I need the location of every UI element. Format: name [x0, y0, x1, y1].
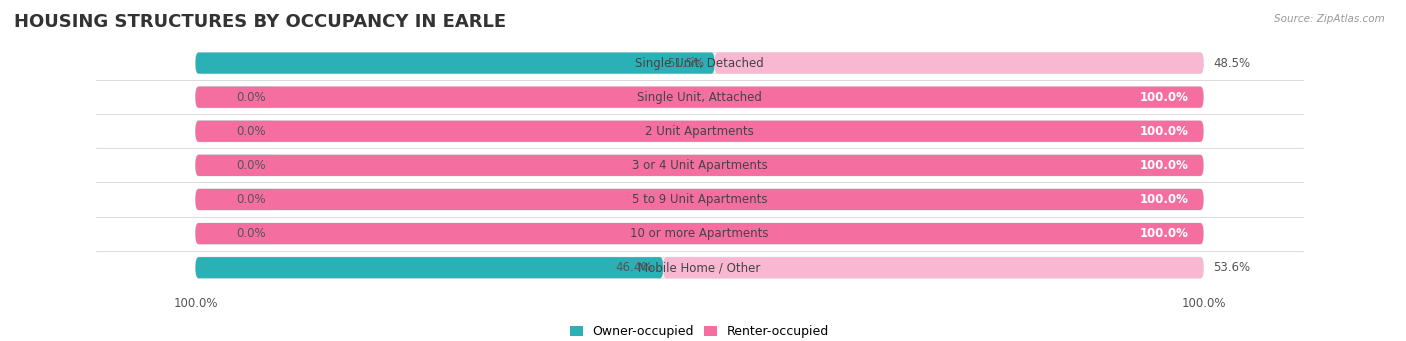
- Text: 46.4%: 46.4%: [616, 261, 654, 274]
- FancyBboxPatch shape: [195, 155, 1204, 176]
- FancyBboxPatch shape: [664, 257, 1204, 278]
- FancyBboxPatch shape: [195, 189, 276, 210]
- Text: 53.6%: 53.6%: [1213, 261, 1251, 274]
- FancyBboxPatch shape: [195, 53, 1204, 74]
- Text: 0.0%: 0.0%: [236, 125, 266, 138]
- Legend: Owner-occupied, Renter-occupied: Owner-occupied, Renter-occupied: [569, 325, 830, 338]
- FancyBboxPatch shape: [195, 257, 1204, 278]
- Text: 48.5%: 48.5%: [1213, 57, 1251, 70]
- Text: 51.5%: 51.5%: [668, 57, 704, 70]
- Text: 3 or 4 Unit Apartments: 3 or 4 Unit Apartments: [631, 159, 768, 172]
- FancyBboxPatch shape: [195, 189, 1204, 210]
- FancyBboxPatch shape: [195, 257, 664, 278]
- Text: 100.0%: 100.0%: [1139, 125, 1188, 138]
- FancyBboxPatch shape: [195, 121, 1204, 142]
- Text: 100.0%: 100.0%: [1139, 193, 1188, 206]
- FancyBboxPatch shape: [195, 223, 276, 244]
- FancyBboxPatch shape: [195, 53, 714, 74]
- FancyBboxPatch shape: [195, 223, 1204, 244]
- Text: 0.0%: 0.0%: [236, 227, 266, 240]
- FancyBboxPatch shape: [714, 53, 1204, 74]
- Text: 2 Unit Apartments: 2 Unit Apartments: [645, 125, 754, 138]
- FancyBboxPatch shape: [195, 155, 1204, 176]
- Text: Single Unit, Attached: Single Unit, Attached: [637, 91, 762, 104]
- FancyBboxPatch shape: [195, 121, 1204, 142]
- FancyBboxPatch shape: [195, 223, 1204, 244]
- Text: 100.0%: 100.0%: [1139, 227, 1188, 240]
- Text: HOUSING STRUCTURES BY OCCUPANCY IN EARLE: HOUSING STRUCTURES BY OCCUPANCY IN EARLE: [14, 13, 506, 31]
- FancyBboxPatch shape: [195, 189, 1204, 210]
- Text: 10 or more Apartments: 10 or more Apartments: [630, 227, 769, 240]
- Text: Single Unit, Detached: Single Unit, Detached: [636, 57, 763, 70]
- FancyBboxPatch shape: [195, 87, 1204, 108]
- Text: 0.0%: 0.0%: [236, 91, 266, 104]
- FancyBboxPatch shape: [195, 155, 276, 176]
- Text: 5 to 9 Unit Apartments: 5 to 9 Unit Apartments: [631, 193, 768, 206]
- FancyBboxPatch shape: [195, 87, 276, 108]
- Text: 100.0%: 100.0%: [1139, 91, 1188, 104]
- FancyBboxPatch shape: [195, 121, 276, 142]
- Text: Mobile Home / Other: Mobile Home / Other: [638, 261, 761, 274]
- Text: 100.0%: 100.0%: [1139, 159, 1188, 172]
- Text: Source: ZipAtlas.com: Source: ZipAtlas.com: [1274, 14, 1385, 24]
- FancyBboxPatch shape: [195, 87, 1204, 108]
- Text: 0.0%: 0.0%: [236, 193, 266, 206]
- Text: 0.0%: 0.0%: [236, 159, 266, 172]
